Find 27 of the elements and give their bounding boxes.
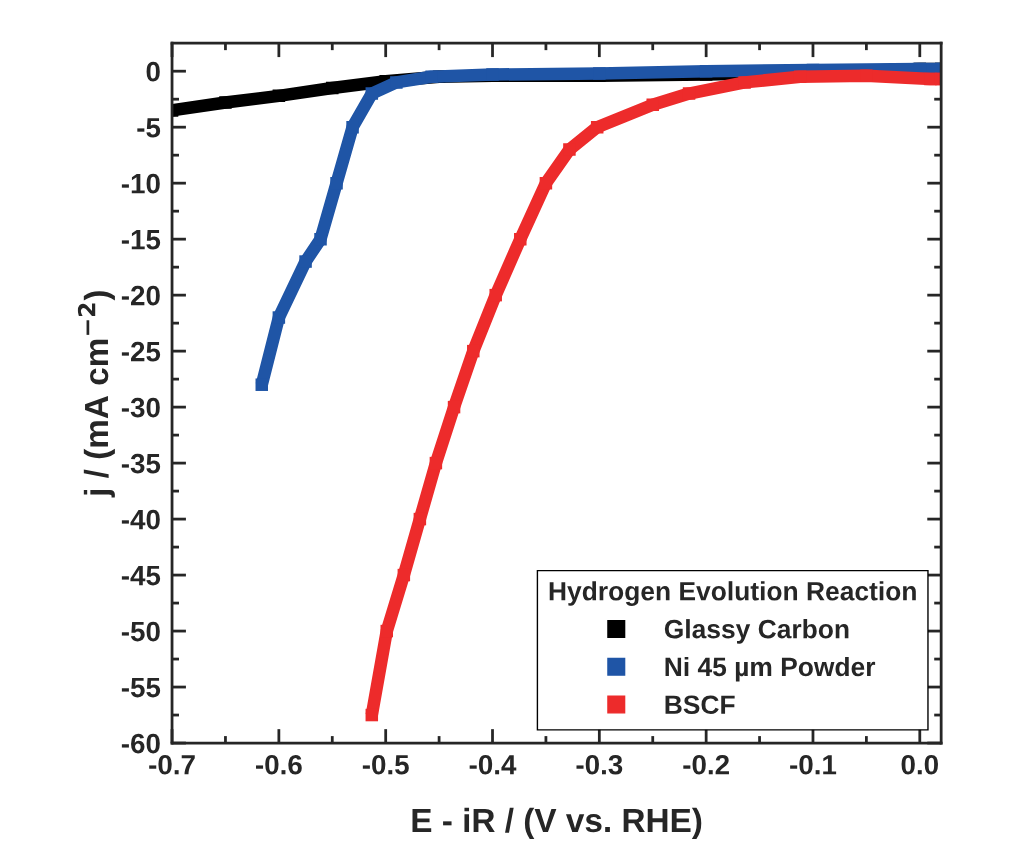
x-tick-label: -0.2 (683, 754, 729, 775)
y-tick-label: -5 (137, 118, 161, 138)
y-tick-label: -40 (121, 509, 160, 530)
x-tick-label: -0.4 (469, 754, 517, 775)
y-axis-title: j / (mA cm$^{−2}$) (77, 291, 115, 498)
y-tick-label: 0 (146, 61, 160, 82)
legend-label: Glassy Carbon (664, 619, 849, 644)
x-tick-label: -0.1 (790, 754, 837, 775)
y-tick-label: -45 (121, 566, 161, 586)
y-tick-label: -25 (121, 341, 161, 362)
y-tick-label: -55 (121, 678, 161, 698)
x-tick-label: -0.3 (576, 754, 623, 775)
y-tick-label: -15 (121, 230, 161, 250)
x-tick-label: 0.0 (901, 754, 938, 775)
legend-label: Ni 45 µm Powder (665, 656, 876, 682)
y-tick-label: -10 (121, 173, 160, 194)
x-tick-label: -0.7 (149, 754, 195, 775)
y-tick-label: -20 (121, 285, 160, 306)
x-tick-label: -0.5 (362, 754, 409, 775)
legend-label: BSCF (665, 695, 735, 715)
y-tick-label: -60 (121, 733, 160, 754)
y-tick-label: -30 (121, 397, 160, 418)
x-axis-title: E - iR / (V vs. RHE) (412, 807, 702, 839)
legend-title: Hydrogen Evolution Reaction (549, 581, 916, 606)
x-tick-label: -0.6 (256, 754, 302, 775)
y-tick-label: -35 (121, 453, 161, 474)
y-tick-label: -50 (121, 621, 160, 642)
